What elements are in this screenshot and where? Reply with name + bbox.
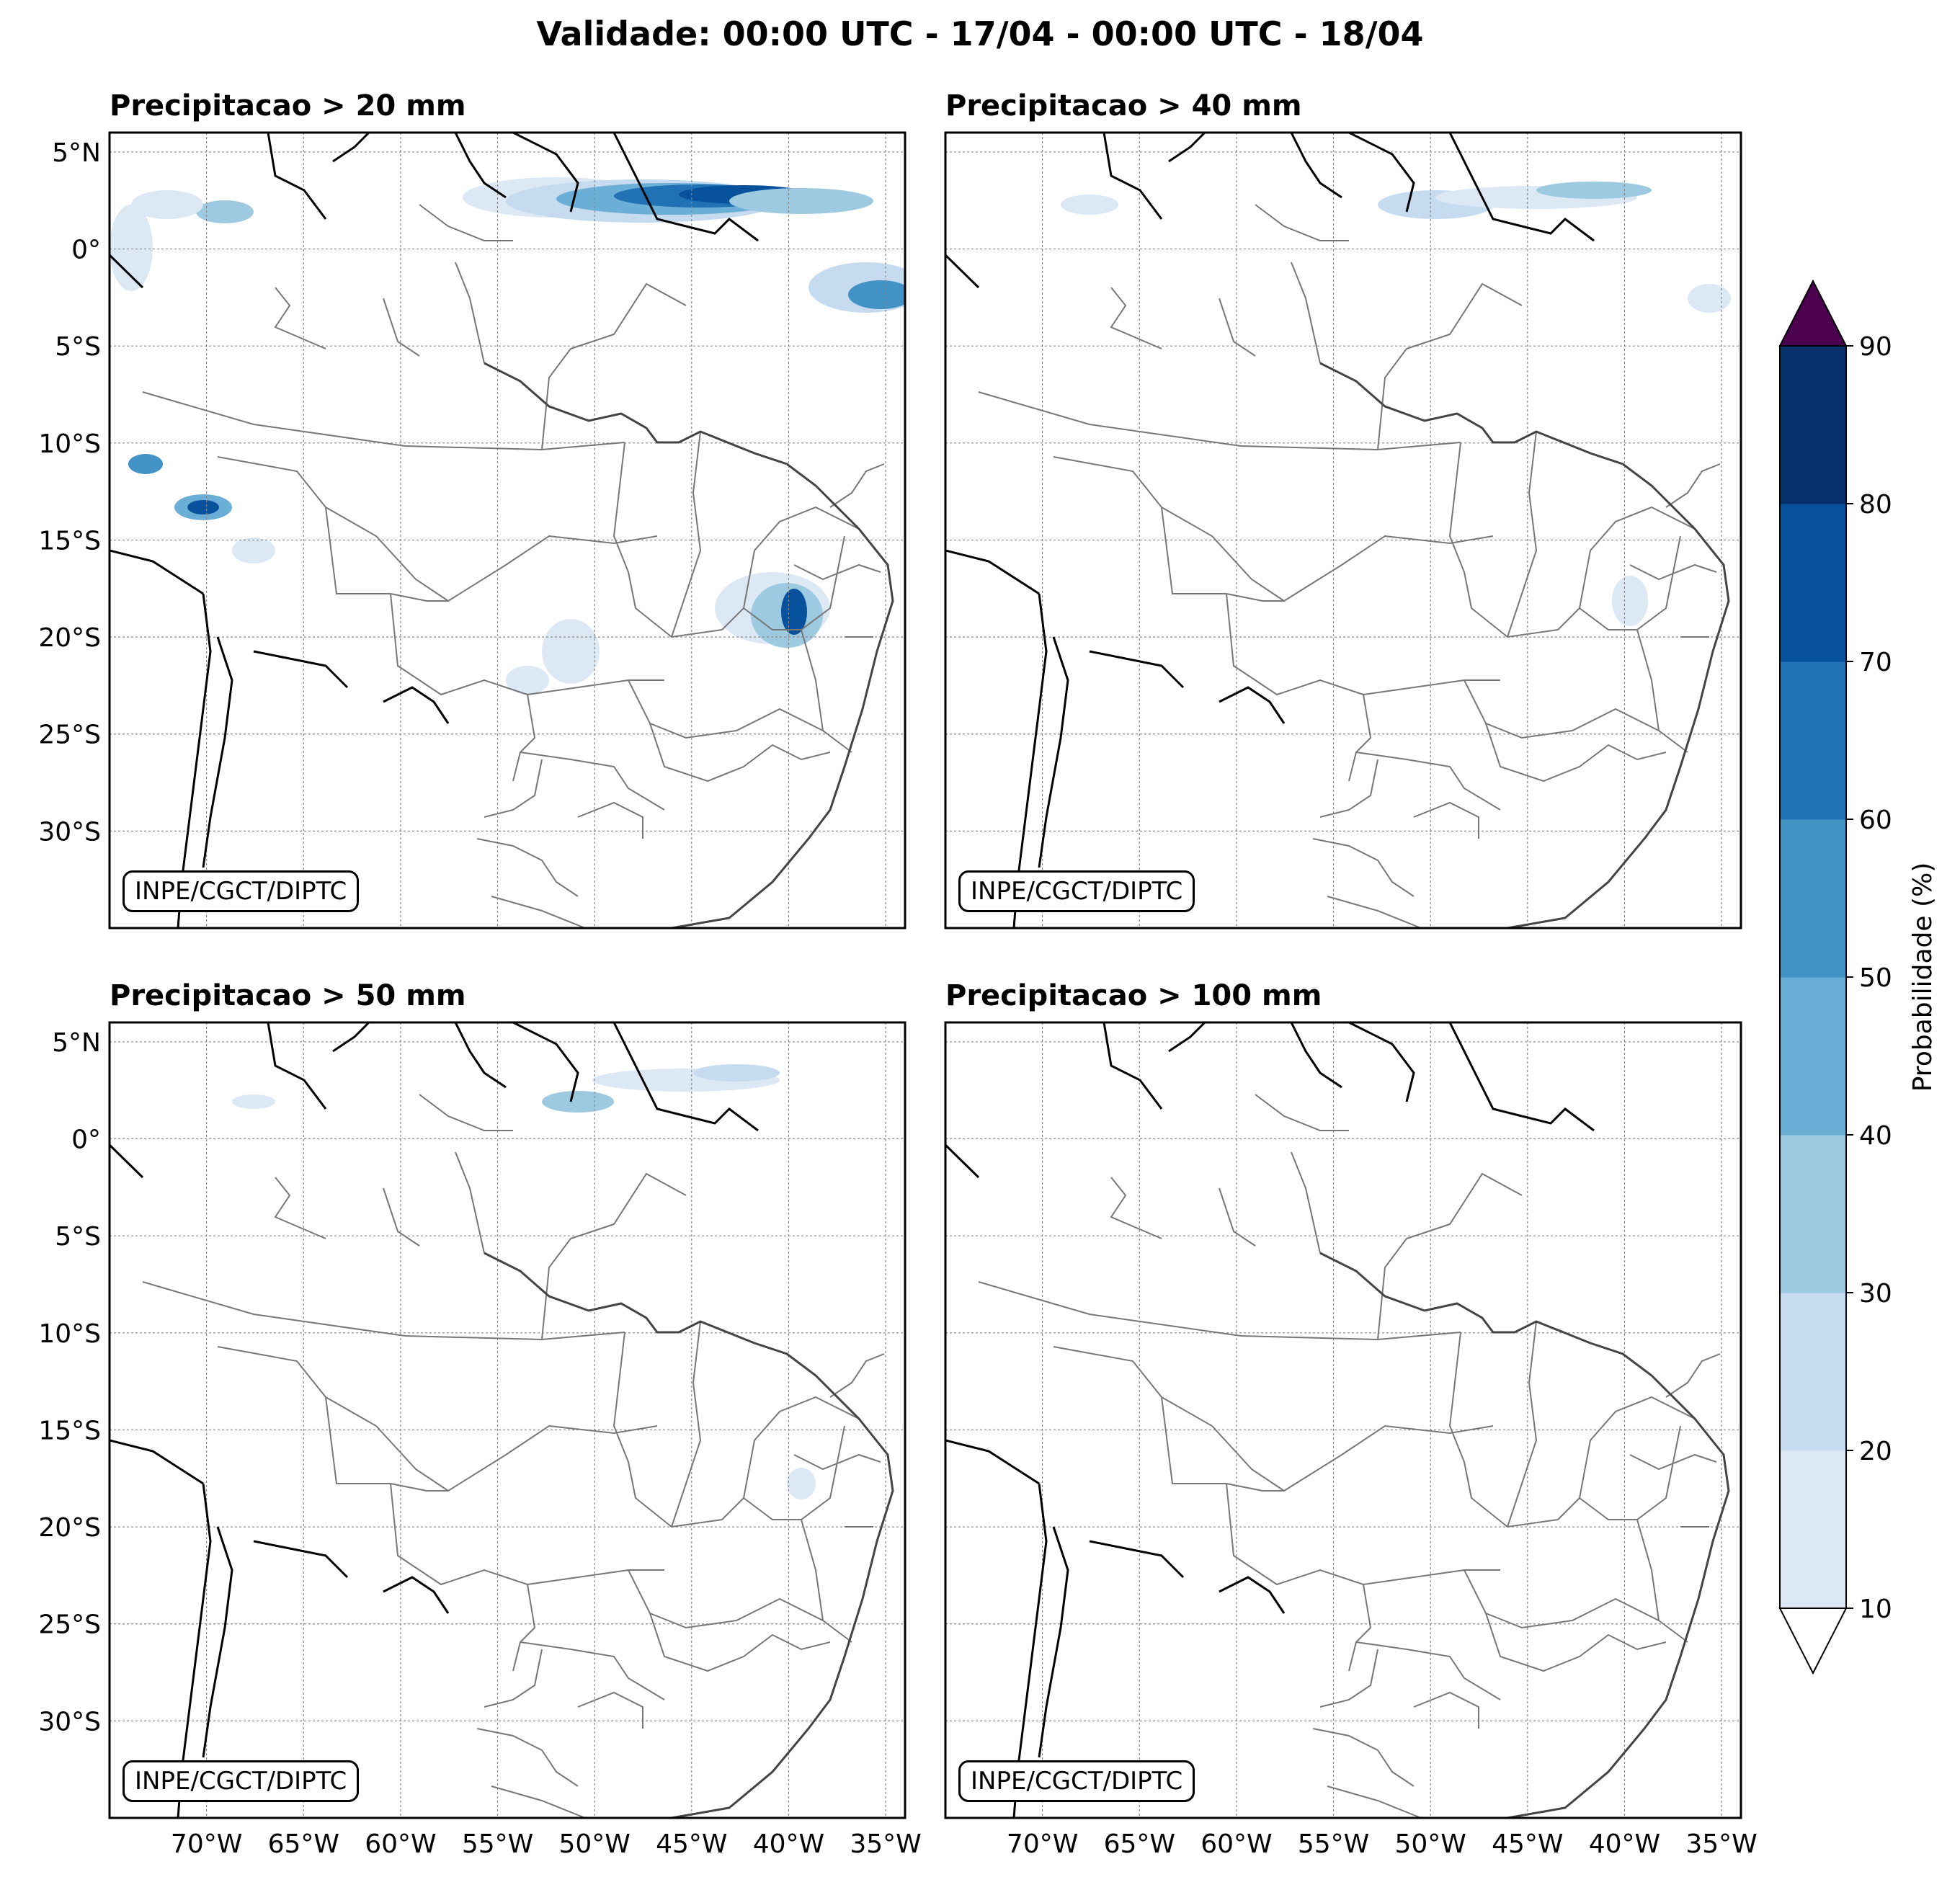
map-panel-100mm: 70°W 65°W 60°W 55°W 50°W 45°W 40°W 35°W (944, 1021, 1758, 1859)
probability-area-20mm-9 (131, 190, 203, 219)
colorbar-tick-label: 30 (1859, 1279, 1892, 1308)
lat-tick-label: 10°S (38, 429, 101, 459)
lon-tick-label: 40°W (753, 1829, 824, 1859)
lon-tick-label: 65°W (1104, 1829, 1175, 1859)
state-borders-100mm (978, 1094, 1721, 1818)
probability-area-50mm-2 (693, 1064, 780, 1082)
lat-tick-label: 0° (71, 1125, 101, 1155)
colorbar-segment-2 (1780, 1135, 1846, 1293)
lon-tick-label: 35°W (1685, 1829, 1757, 1859)
lon-tick-label: 70°W (171, 1829, 242, 1859)
lon-tick-label: 50°W (1394, 1829, 1466, 1859)
map-panel-50mm: 5°N 0° 5°S 10°S 15°S 20°S 25°S 30°S 70°W 65°W 60°W… (38, 1021, 922, 1859)
credit-badge-100mm: INPE/CGCT/DIPTC (958, 1760, 1195, 1802)
lat-tick-label: 5°S (55, 332, 101, 362)
state-borders-20mm (142, 204, 885, 928)
probability-area-40mm-3 (1688, 284, 1731, 313)
lat-tick-label: 5°N (52, 138, 101, 168)
coastline-brazil-100mm (1319, 1252, 1730, 1818)
map-panel-20mm: 5°N 0° 5°S 10°S 15°S 20°S 25°S 30°S (38, 131, 906, 929)
probability-area-40mm-5 (1061, 195, 1118, 215)
colorbar-segment-7 (1780, 346, 1846, 504)
probability-area-40mm-4 (1612, 576, 1648, 626)
coastline-brazil-20mm (484, 362, 894, 928)
colorbar-tick-label: 70 (1859, 648, 1892, 677)
lat-tick-label: 5°S (55, 1222, 101, 1252)
credit-badge-40mm: INPE/CGCT/DIPTC (958, 870, 1195, 912)
map-panel-40mm (944, 131, 1742, 929)
panel-title-20mm: Precipitacao > 20 mm (110, 89, 466, 122)
panel-title-100mm: Precipitacao > 100 mm (945, 979, 1322, 1012)
lon-tick-label: 60°W (1200, 1829, 1272, 1859)
colorbar-segment-6 (1780, 504, 1846, 662)
probability-area-50mm-0 (542, 1091, 614, 1113)
lat-tick-label: 30°S (38, 817, 101, 847)
colorbar: 10 20 30 40 50 60 70 80 90 Probabilidade (%) (1778, 279, 1938, 1675)
lon-tick-label: 55°W (462, 1829, 533, 1859)
state-borders-50mm (142, 1094, 885, 1818)
coastline-brazil-40mm (1319, 362, 1730, 928)
probability-area-20mm-5 (729, 188, 873, 214)
map-frame-20mm (108, 131, 906, 929)
probability-area-20mm-8 (196, 200, 254, 223)
colorbar-segment-1 (1780, 1293, 1846, 1451)
lon-tick-label: 55°W (1298, 1829, 1369, 1859)
lat-tick-label: 25°S (38, 1610, 101, 1640)
colorbar-segment-5 (1780, 661, 1846, 820)
lat-tick-label: 15°S (38, 526, 101, 556)
lon-tick-label: 60°W (365, 1829, 436, 1859)
probability-area-20mm-16 (781, 589, 807, 635)
lat-tick-label: 20°S (38, 623, 101, 653)
colorbar-label: Probabilidade (%) (1908, 862, 1938, 1092)
colorbar-tick-label: 90 (1859, 332, 1892, 362)
probability-area-40mm-2 (1536, 182, 1652, 199)
colorbar-tick-label: 20 (1859, 1437, 1892, 1466)
colorbar-under-arrow (1778, 1608, 1848, 1675)
probability-area-20mm-18 (506, 666, 549, 695)
colorbar-over-arrow (1778, 279, 1848, 347)
probability-area-20mm-10 (110, 205, 153, 291)
colorbar-tick-label: 10 (1859, 1595, 1892, 1624)
lat-tick-label: 5°N (52, 1028, 101, 1058)
lon-tick-label: 70°W (1007, 1829, 1078, 1859)
probability-area-20mm-17 (542, 619, 600, 684)
map-frame-50mm (108, 1021, 906, 1819)
figure-suptitle: Validade: 00:00 UTC - 17/04 - 00:00 UTC … (536, 14, 1424, 53)
probability-area-20mm-13 (187, 500, 219, 514)
panel-title-40mm: Precipitacao > 40 mm (945, 89, 1302, 122)
map-frame-40mm (944, 131, 1742, 929)
colorbar-tick-label: 50 (1859, 963, 1892, 993)
probability-area-20mm-7 (848, 280, 905, 309)
lat-tick-label: 25°S (38, 721, 101, 750)
lat-tick-label: 0° (71, 236, 101, 265)
lon-tick-label: 50°W (558, 1829, 630, 1859)
colorbar-tick-label: 80 (1859, 490, 1892, 520)
coastline-brazil-50mm (484, 1252, 894, 1818)
lon-tick-label: 45°W (656, 1829, 727, 1859)
credit-badge-50mm: INPE/CGCT/DIPTC (122, 1760, 360, 1802)
credit-badge-20mm: INPE/CGCT/DIPTC (122, 870, 360, 912)
probability-area-20mm-19 (232, 538, 275, 563)
colorbar-segment-3 (1780, 977, 1846, 1136)
probability-area-20mm-11 (128, 454, 163, 474)
probability-area-50mm-3 (787, 1468, 816, 1499)
lon-tick-label: 40°W (1589, 1829, 1660, 1859)
lat-tick-label: 15°S (38, 1416, 101, 1445)
lat-tick-label: 20°S (38, 1513, 101, 1543)
lon-tick-label: 45°W (1492, 1829, 1563, 1859)
lat-tick-label: 10°S (38, 1319, 101, 1349)
lon-tick-label: 65°W (268, 1829, 339, 1859)
colorbar-tick-label: 60 (1859, 806, 1892, 835)
lat-tick-label: 30°S (38, 1707, 101, 1736)
colorbar-segment-0 (1780, 1450, 1846, 1609)
colorbar-segment-4 (1780, 819, 1846, 978)
colorbar-tick-label: 40 (1859, 1121, 1892, 1151)
map-frame-100mm (944, 1021, 1742, 1819)
panel-title-50mm: Precipitacao > 50 mm (110, 979, 466, 1012)
state-borders-40mm (978, 204, 1721, 928)
lon-tick-label: 35°W (850, 1829, 921, 1859)
probability-area-50mm-4 (232, 1094, 275, 1109)
